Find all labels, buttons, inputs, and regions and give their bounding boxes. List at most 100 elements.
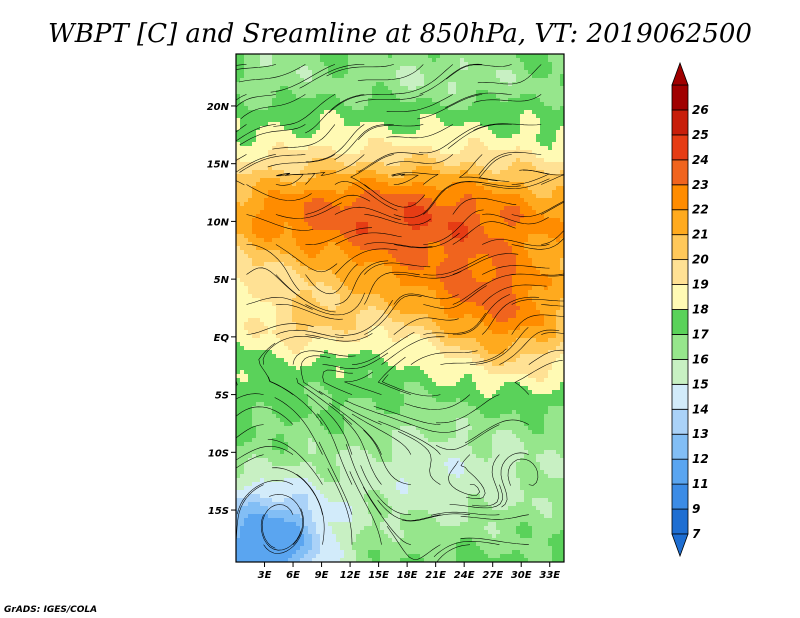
heat-cell <box>304 258 309 263</box>
heat-cell <box>508 58 513 63</box>
heat-cell <box>548 250 553 255</box>
heat-cell <box>428 250 433 255</box>
heat-cell <box>316 74 321 79</box>
heat-cell <box>488 178 493 183</box>
heat-cell <box>512 170 517 175</box>
heat-cell <box>548 78 553 83</box>
heat-cell <box>456 82 461 87</box>
chart-title: WBPT [C] and Sreamline at 850hPa, VT: 20… <box>48 19 752 49</box>
heat-cell <box>476 118 481 123</box>
heat-cell <box>480 166 485 171</box>
heat-cell <box>384 210 389 215</box>
heat-cell <box>436 258 441 263</box>
heat-cell <box>540 70 545 75</box>
heat-cell <box>484 226 489 231</box>
heat-cell <box>236 222 241 227</box>
heat-cell <box>368 242 373 247</box>
heat-cell <box>324 270 329 275</box>
heat-cell <box>252 238 257 243</box>
heat-cell <box>324 226 329 231</box>
heat-cell <box>440 250 445 255</box>
heat-cell <box>548 242 553 247</box>
heat-cell <box>468 238 473 243</box>
heat-cell <box>424 278 429 283</box>
heat-cell <box>500 54 505 59</box>
heat-cell <box>424 274 429 279</box>
heat-cell <box>288 82 293 87</box>
heat-cell <box>396 250 401 255</box>
heat-cell <box>260 114 265 119</box>
heat-cell <box>524 150 529 155</box>
heat-cell <box>272 86 277 91</box>
heat-cell <box>324 106 329 111</box>
heat-cell <box>448 238 453 243</box>
heat-cell <box>352 98 357 103</box>
heat-cell <box>412 202 417 207</box>
heat-cell <box>524 282 529 287</box>
heat-cell <box>544 102 549 107</box>
heat-cell <box>492 82 497 87</box>
heat-cell <box>396 90 401 95</box>
heat-cell <box>524 258 529 263</box>
heat-cell <box>432 262 437 267</box>
heat-cell <box>384 258 389 263</box>
heat-cell <box>348 170 353 175</box>
heat-cell <box>556 170 561 175</box>
heat-cell <box>504 254 509 259</box>
heat-cell <box>528 186 533 191</box>
heat-cell <box>352 146 357 151</box>
heat-cell <box>296 210 301 215</box>
heat-cell <box>244 58 249 63</box>
heat-cell <box>536 158 541 163</box>
heat-cell <box>248 238 253 243</box>
heat-cell <box>300 170 305 175</box>
heat-cell <box>480 138 485 143</box>
heat-cell <box>484 146 489 151</box>
heat-cell <box>456 238 461 243</box>
heat-cell <box>408 218 413 223</box>
heat-cell <box>460 194 465 199</box>
heat-cell <box>288 286 293 291</box>
heat-cell <box>368 230 373 235</box>
heat-cell <box>276 90 281 95</box>
heat-cell <box>448 66 453 71</box>
heat-cell <box>520 162 525 167</box>
heat-cell <box>416 222 421 227</box>
heat-cell <box>344 94 349 99</box>
heat-cell <box>376 250 381 255</box>
heat-cell <box>420 78 425 83</box>
heat-cell <box>536 98 541 103</box>
heat-cell <box>264 178 269 183</box>
heat-cell <box>312 202 317 207</box>
heat-cell <box>248 254 253 259</box>
heat-cell <box>548 262 553 267</box>
heat-cell <box>292 94 297 99</box>
heat-cell <box>260 294 265 299</box>
heat-cell <box>284 266 289 271</box>
heat-cell <box>472 282 477 287</box>
heat-cell <box>276 190 281 195</box>
heat-cell <box>532 174 537 179</box>
heat-cell <box>316 126 321 131</box>
heat-cell <box>452 90 457 95</box>
heat-cell <box>468 262 473 267</box>
heat-cell <box>240 238 245 243</box>
heat-cell <box>284 218 289 223</box>
heat-cell <box>532 74 537 79</box>
heat-cell <box>368 282 373 287</box>
heat-cell <box>304 146 309 151</box>
heat-cell <box>416 178 421 183</box>
heat-cell <box>512 290 517 295</box>
heat-cell <box>380 90 385 95</box>
heat-cell <box>472 174 477 179</box>
heat-cell <box>412 266 417 271</box>
heat-cell <box>260 166 265 171</box>
heat-cell <box>496 74 501 79</box>
heat-cell <box>308 162 313 167</box>
heat-cell <box>548 166 553 171</box>
heat-cell <box>280 154 285 159</box>
heat-cell <box>376 242 381 247</box>
heat-cell <box>536 114 541 119</box>
heat-cell <box>528 238 533 243</box>
heat-cell <box>268 246 273 251</box>
